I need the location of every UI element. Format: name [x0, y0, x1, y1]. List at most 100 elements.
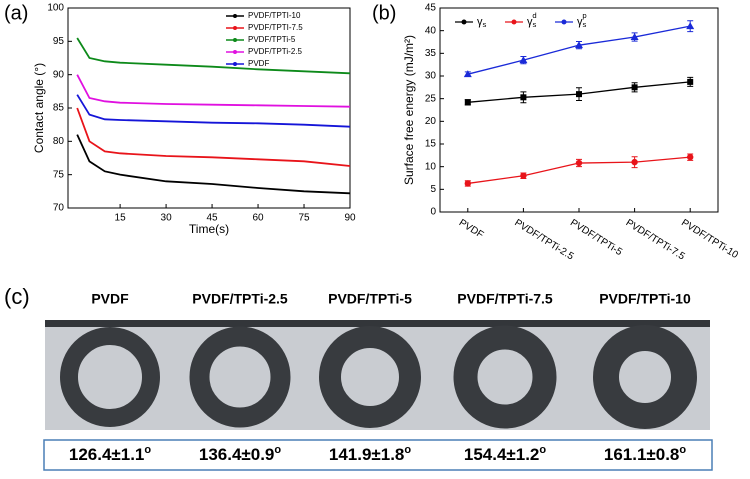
droplet [189, 326, 291, 428]
droplet [453, 325, 557, 429]
droplet [593, 325, 697, 429]
legend-label: PVDF [248, 59, 269, 68]
legend-marker [461, 19, 467, 25]
legend-label: PVDF/TPTi-2.5 [248, 47, 302, 56]
contact-angle: 126.4±1.1o [69, 444, 152, 465]
contact-angle: 136.4±0.9o [199, 444, 282, 465]
y-tick-label: 80 [53, 136, 65, 147]
legend-marker [233, 62, 237, 66]
marker [631, 158, 638, 166]
legend-sup: p [582, 11, 586, 20]
x-tick-label: PVDF/TPTi-2.5 [512, 217, 575, 262]
y-tick-label: 15 [425, 139, 437, 150]
legend-marker [233, 26, 237, 30]
angle-unit: o [404, 444, 411, 456]
legend-sub: s [533, 20, 537, 29]
y-tick-label: 10 [425, 161, 437, 172]
droplet [319, 326, 421, 428]
angle-value: 136.4±0.9 [199, 445, 275, 464]
y-tick-label: 20 [425, 116, 437, 127]
y-tick-label: 25 [425, 93, 437, 104]
legend-sub: s [583, 20, 587, 29]
marker [464, 180, 471, 187]
marker [630, 33, 639, 41]
marker [687, 78, 694, 85]
panel-label: (c) [4, 284, 30, 309]
x-axis-label: Time(s) [189, 222, 229, 236]
angle-box [43, 439, 713, 471]
sample-title: PVDF/TPTi-2.5 [192, 291, 288, 307]
angle-unit: o [539, 444, 546, 456]
y-tick-label: 40 [425, 25, 437, 36]
marker [520, 172, 527, 179]
x-tick-label: PVDF/TPTi-5 [568, 217, 624, 258]
legend-marker [511, 19, 517, 25]
contact-angle: 154.4±1.2o [464, 444, 547, 465]
marker [464, 99, 471, 106]
marker [575, 159, 583, 167]
y-tick-label: 100 [47, 3, 64, 14]
x-tick-label: 45 [207, 213, 219, 224]
y-tick-label: 0 [430, 207, 436, 218]
line [76, 74, 351, 108]
angle-value: 161.1±0.8 [604, 445, 680, 464]
contact-angle: 141.9±1.8o [329, 444, 412, 465]
x-tick-label: 60 [252, 213, 264, 224]
angle-unit: o [144, 444, 151, 456]
angle-value: 126.4±1.1 [69, 445, 145, 464]
angle-unit: o [274, 444, 281, 456]
y-tick-label: 45 [425, 3, 437, 14]
legend-marker [233, 50, 237, 54]
marker [631, 84, 638, 91]
sample-title: PVDF [91, 291, 129, 307]
x-tick-label: 30 [161, 213, 173, 224]
y-axis-label: Contact angle (°) [32, 63, 46, 153]
marker [686, 22, 695, 30]
y-tick-label: 70 [53, 203, 65, 214]
legend-label: PVDF/TPTi-5 [248, 35, 296, 44]
legend-label: γsd [527, 11, 537, 29]
line [76, 94, 351, 128]
legend-label: PVDF/TPTI-10 [248, 11, 301, 20]
legend-label: γsp [577, 11, 587, 29]
x-tick-label: 15 [115, 213, 127, 224]
y-axis-label: Surface free energy (mJ/m²) [402, 35, 416, 185]
y-tick-label: 90 [53, 69, 65, 80]
y-tick-label: 85 [53, 103, 65, 114]
x-tick-label: PVDF [457, 217, 485, 240]
x-tick-label: 90 [344, 213, 356, 224]
y-tick-label: 35 [425, 48, 437, 59]
x-tick-label: PVDF/TPTi-7.5 [624, 217, 687, 262]
plot-frame [67, 7, 351, 209]
marker [519, 56, 528, 64]
substrate [45, 320, 710, 327]
legend-symbol: γ [577, 16, 583, 28]
angle-value: 141.9±1.8 [329, 445, 405, 464]
angle-unit: o [679, 444, 686, 456]
droplet [60, 327, 160, 427]
legend-symbol: γ [527, 16, 533, 28]
marker [520, 94, 527, 101]
sample-title: PVDF/TPTi-10 [599, 291, 691, 307]
y-tick-label: 95 [53, 36, 65, 47]
legend-marker [561, 19, 567, 25]
sample-title: PVDF/TPTi-5 [328, 291, 412, 307]
legend-sub: s [483, 20, 487, 29]
marker [463, 70, 472, 78]
angle-value: 154.4±1.2 [464, 445, 540, 464]
y-tick-label: 5 [430, 184, 436, 195]
legend-sup: d [532, 11, 536, 20]
x-tick-label: 75 [298, 213, 310, 224]
marker [687, 153, 694, 161]
marker [576, 91, 582, 98]
legend-label: γs [477, 16, 487, 29]
line [76, 37, 351, 75]
legend-symbol: γ [477, 16, 483, 28]
contact-angle: 161.1±0.8o [604, 444, 687, 465]
y-tick-label: 30 [425, 71, 437, 82]
legend-marker [233, 38, 237, 42]
panel-label: (a) [4, 2, 28, 24]
legend-marker [233, 14, 237, 18]
x-tick-label: PVDF/TPTi-10 [679, 217, 740, 261]
